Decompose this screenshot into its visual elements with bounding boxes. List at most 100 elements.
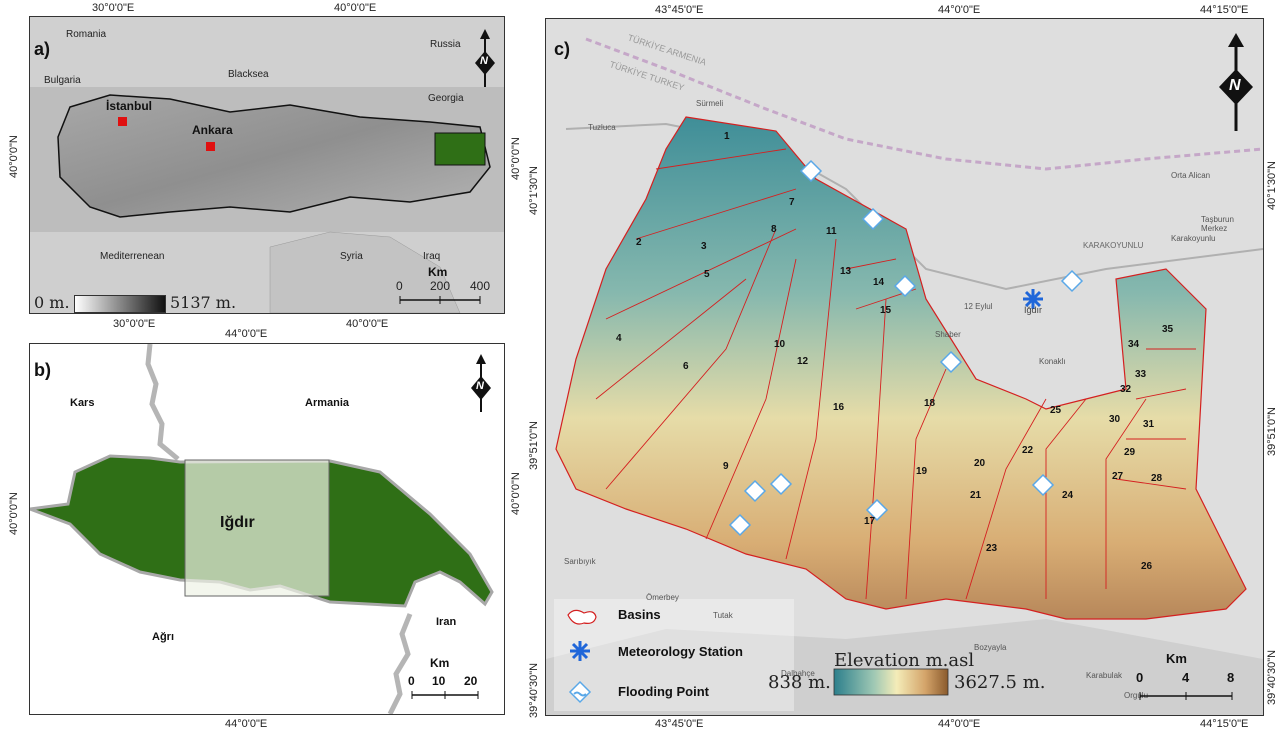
c-tutak: Tutak	[713, 611, 733, 620]
b-scale-20: 20	[464, 674, 478, 688]
b-igdir: Iğdır	[220, 514, 255, 531]
basin-26: 26	[1141, 561, 1153, 572]
a-iraq: Iraq	[423, 251, 441, 262]
b-scale-bar	[411, 691, 479, 699]
c-bottom-coord-1: 43°45'0"E	[655, 718, 704, 730]
c-left-coord-2: 39°51'0"N	[528, 421, 540, 470]
b-iran: Iran	[436, 616, 457, 628]
a-scale-400: 400	[470, 279, 491, 293]
basin-18: 18	[924, 398, 936, 409]
a-north-label: N	[480, 55, 488, 67]
basin-6: 6	[683, 361, 689, 372]
a-ankara: Ankara	[192, 123, 233, 137]
c-scale-unit: Km	[1166, 651, 1187, 666]
b-north-label: N	[476, 380, 484, 392]
basin-5: 5	[704, 269, 710, 280]
c-orgulu: Orgulu	[1124, 691, 1149, 700]
flooding-points	[728, 159, 1084, 537]
a-georgia: Georgia	[428, 93, 464, 104]
b-north-arrow: N	[470, 354, 492, 414]
c-right-coord-3: 39°40'30"N	[1266, 649, 1278, 705]
basin-35: 35	[1162, 324, 1174, 335]
basin-13: 13	[840, 266, 852, 277]
a-left-coord: 40°0'0"N	[8, 135, 20, 178]
basin-21: 21	[970, 490, 982, 501]
istanbul-marker	[118, 117, 127, 126]
basin-15: 15	[880, 305, 892, 316]
b-scale-unit: Km	[430, 656, 450, 670]
a-bulgaria: Bulgaria	[44, 75, 81, 86]
panel-c-map: 1 2 3 4 5 6 7 8 9 10 11 12 13 14 15 16 1…	[545, 18, 1264, 716]
c-north-label: N	[1229, 77, 1241, 94]
a-legend-max: 5137 m.	[170, 293, 237, 312]
c-right-coord-2: 39°51'0"N	[1266, 407, 1278, 456]
c-bottom-coord-3: 44°15'0"E	[1200, 718, 1249, 730]
c-scale-8: 8	[1227, 670, 1235, 685]
b-top-coord: 44°0'0"E	[225, 328, 268, 340]
c-karakoyunlu2: Karakoyunlu	[1171, 234, 1216, 243]
flood-legend-icon	[568, 680, 592, 704]
c-saribiyik: Sarıbıyık	[564, 557, 596, 566]
basin-20: 20	[974, 458, 986, 469]
basin-numbers: 1 2 3 4 5 6 7 8 9 10 11 12 13 14 15 16 1…	[616, 131, 1174, 572]
panel-a-label: a)	[34, 39, 51, 59]
meteorology-station-marker	[1023, 289, 1043, 309]
a-istanbul: İstanbul	[106, 99, 153, 113]
c-surmeli: Sürmeli	[696, 99, 724, 108]
c-top-coord-3: 44°15'0"E	[1200, 4, 1249, 16]
c-top-coord-1: 43°45'0"E	[655, 4, 704, 16]
c-tuzluca: Tuzluca	[588, 123, 616, 132]
c-karabulak: Karabulak	[1086, 671, 1123, 680]
a-scale-200: 200	[430, 279, 451, 293]
a-syria: Syria	[340, 251, 363, 262]
basin-10: 10	[774, 339, 786, 350]
c-elev-min: 838 m.	[768, 672, 831, 693]
basin-16: 16	[833, 402, 845, 413]
a-scale-unit: Km	[428, 265, 448, 279]
a-right-coord: 40°0'0"N	[510, 137, 522, 180]
basin-22: 22	[1022, 445, 1034, 456]
c-legend-flooding: Flooding Point	[618, 684, 709, 699]
c-bozyayla: Bozyayla	[974, 643, 1007, 652]
basin-31: 31	[1143, 419, 1155, 430]
c-left-coord-1: 40°1'30"N	[528, 166, 540, 215]
basin-12: 12	[797, 356, 809, 367]
study-area-box	[184, 459, 330, 597]
national-border	[585, 37, 1263, 171]
a-romania: Romania	[66, 29, 107, 40]
b-agri: Ağrı	[152, 631, 174, 643]
c-scale-4: 4	[1182, 670, 1190, 685]
c-eylul: 12 Eylul	[964, 302, 993, 311]
c-dalbahce: Dalbahçe	[781, 669, 815, 678]
basin-1: 1	[724, 131, 730, 142]
basin-2: 2	[636, 237, 642, 248]
a-russia: Russia	[430, 39, 461, 50]
basin-17: 17	[864, 516, 876, 527]
basin-28: 28	[1151, 473, 1163, 484]
basin-8: 8	[771, 224, 777, 235]
basin-7: 7	[789, 197, 795, 208]
basin-14: 14	[873, 277, 885, 288]
basin-34: 34	[1128, 339, 1140, 350]
a-legend-bar	[74, 295, 166, 313]
c-shaber: Shaber	[935, 330, 961, 339]
a-scale-bar	[399, 296, 481, 304]
b-armania: Armania	[305, 397, 350, 409]
b-scale-10: 10	[432, 674, 446, 688]
igdir-location-box	[434, 132, 486, 166]
ankara-marker	[206, 142, 215, 151]
basin-legend-icon	[567, 609, 597, 625]
panel-a-map: a) Romania Russia Bulgaria Blacksea Geor…	[29, 16, 505, 314]
panel-b-map: b) Kars Armania Iğdır Ağrı Iran N Km 0 1…	[29, 343, 505, 715]
basin-33: 33	[1135, 369, 1147, 380]
elevation-color-bar	[833, 668, 949, 696]
basin-29: 29	[1124, 447, 1136, 458]
c-omerbey: Ömerbey	[646, 593, 679, 602]
a-north-arrow: N	[474, 29, 496, 89]
c-top-coord-2: 44°0'0"E	[938, 4, 981, 16]
basin-11: 11	[826, 226, 837, 237]
a-bottom-coord-1: 30°0'0"E	[113, 318, 156, 330]
a-scale-0: 0	[396, 279, 403, 293]
station-legend-icon	[570, 641, 590, 661]
a-legend-min: 0 m.	[34, 293, 70, 312]
